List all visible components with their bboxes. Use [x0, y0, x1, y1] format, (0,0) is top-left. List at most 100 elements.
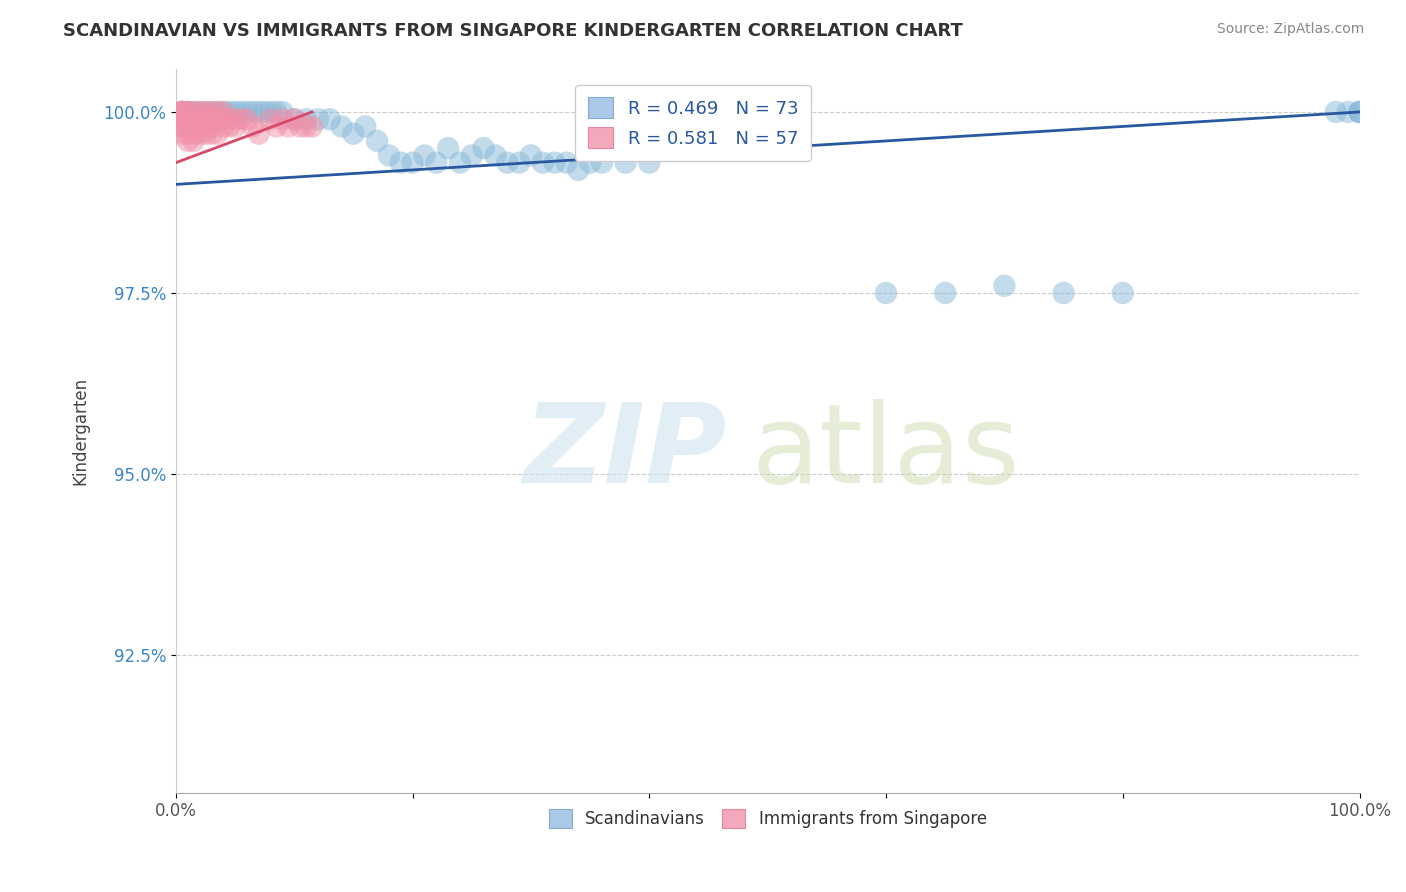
- Point: [366, 134, 388, 148]
- Point: [183, 120, 205, 134]
- Point: [461, 148, 484, 162]
- Point: [183, 105, 205, 120]
- Point: [242, 105, 264, 120]
- Point: [1324, 105, 1347, 120]
- Point: [378, 148, 401, 162]
- Point: [188, 127, 211, 141]
- Point: [295, 120, 318, 134]
- Point: [1348, 105, 1371, 120]
- Point: [194, 105, 217, 120]
- Point: [342, 127, 364, 141]
- Point: [1337, 105, 1360, 120]
- Point: [207, 127, 229, 141]
- Point: [188, 112, 211, 127]
- Point: [330, 120, 353, 134]
- Point: [266, 120, 288, 134]
- Text: ZIP: ZIP: [524, 399, 727, 506]
- Point: [194, 112, 217, 127]
- Point: [1348, 105, 1371, 120]
- Point: [212, 105, 235, 120]
- Point: [207, 112, 229, 127]
- Point: [176, 134, 198, 148]
- Text: SCANDINAVIAN VS IMMIGRANTS FROM SINGAPORE KINDERGARTEN CORRELATION CHART: SCANDINAVIAN VS IMMIGRANTS FROM SINGAPOR…: [63, 22, 963, 40]
- Point: [437, 141, 460, 155]
- Point: [413, 148, 436, 162]
- Point: [253, 105, 276, 120]
- Point: [875, 285, 897, 300]
- Point: [183, 134, 205, 148]
- Point: [247, 127, 270, 141]
- Point: [188, 120, 211, 134]
- Point: [176, 112, 198, 127]
- Point: [247, 105, 270, 120]
- Point: [183, 127, 205, 141]
- Point: [224, 105, 246, 120]
- Point: [993, 278, 1015, 293]
- Point: [236, 112, 259, 127]
- Point: [194, 127, 217, 141]
- Point: [170, 105, 193, 120]
- Point: [183, 112, 205, 127]
- Point: [242, 120, 264, 134]
- Point: [176, 105, 198, 120]
- Point: [212, 105, 235, 120]
- Point: [176, 105, 198, 120]
- Point: [934, 285, 956, 300]
- Point: [1052, 285, 1074, 300]
- Point: [176, 127, 198, 141]
- Point: [567, 162, 589, 177]
- Y-axis label: Kindergarten: Kindergarten: [72, 376, 89, 484]
- Point: [188, 105, 211, 120]
- Point: [176, 120, 198, 134]
- Point: [259, 105, 281, 120]
- Point: [266, 105, 288, 120]
- Point: [170, 105, 193, 120]
- Point: [1112, 285, 1135, 300]
- Point: [200, 105, 222, 120]
- Point: [200, 105, 222, 120]
- Point: [170, 105, 193, 120]
- Point: [555, 155, 578, 169]
- Point: [183, 105, 205, 120]
- Point: [259, 112, 281, 127]
- Point: [271, 112, 294, 127]
- Text: Source: ZipAtlas.com: Source: ZipAtlas.com: [1216, 22, 1364, 37]
- Point: [579, 155, 602, 169]
- Point: [170, 105, 193, 120]
- Point: [401, 155, 423, 169]
- Point: [200, 112, 222, 127]
- Point: [449, 155, 471, 169]
- Point: [170, 105, 193, 120]
- Point: [170, 112, 193, 127]
- Point: [200, 120, 222, 134]
- Point: [484, 148, 506, 162]
- Point: [170, 120, 193, 134]
- Point: [496, 155, 519, 169]
- Point: [194, 105, 217, 120]
- Point: [520, 148, 543, 162]
- Point: [207, 105, 229, 120]
- Point: [224, 112, 246, 127]
- Point: [212, 120, 235, 134]
- Point: [1348, 105, 1371, 120]
- Point: [236, 105, 259, 120]
- Point: [614, 155, 637, 169]
- Point: [224, 120, 246, 134]
- Point: [188, 105, 211, 120]
- Text: atlas: atlas: [752, 399, 1021, 506]
- Point: [638, 155, 661, 169]
- Point: [207, 105, 229, 120]
- Point: [472, 141, 495, 155]
- Point: [283, 112, 305, 127]
- Point: [277, 120, 299, 134]
- Point: [354, 120, 377, 134]
- Point: [543, 155, 565, 169]
- Point: [188, 112, 211, 127]
- Point: [212, 112, 235, 127]
- Point: [389, 155, 412, 169]
- Point: [200, 127, 222, 141]
- Point: [218, 112, 240, 127]
- Point: [591, 155, 613, 169]
- Point: [508, 155, 530, 169]
- Point: [218, 120, 240, 134]
